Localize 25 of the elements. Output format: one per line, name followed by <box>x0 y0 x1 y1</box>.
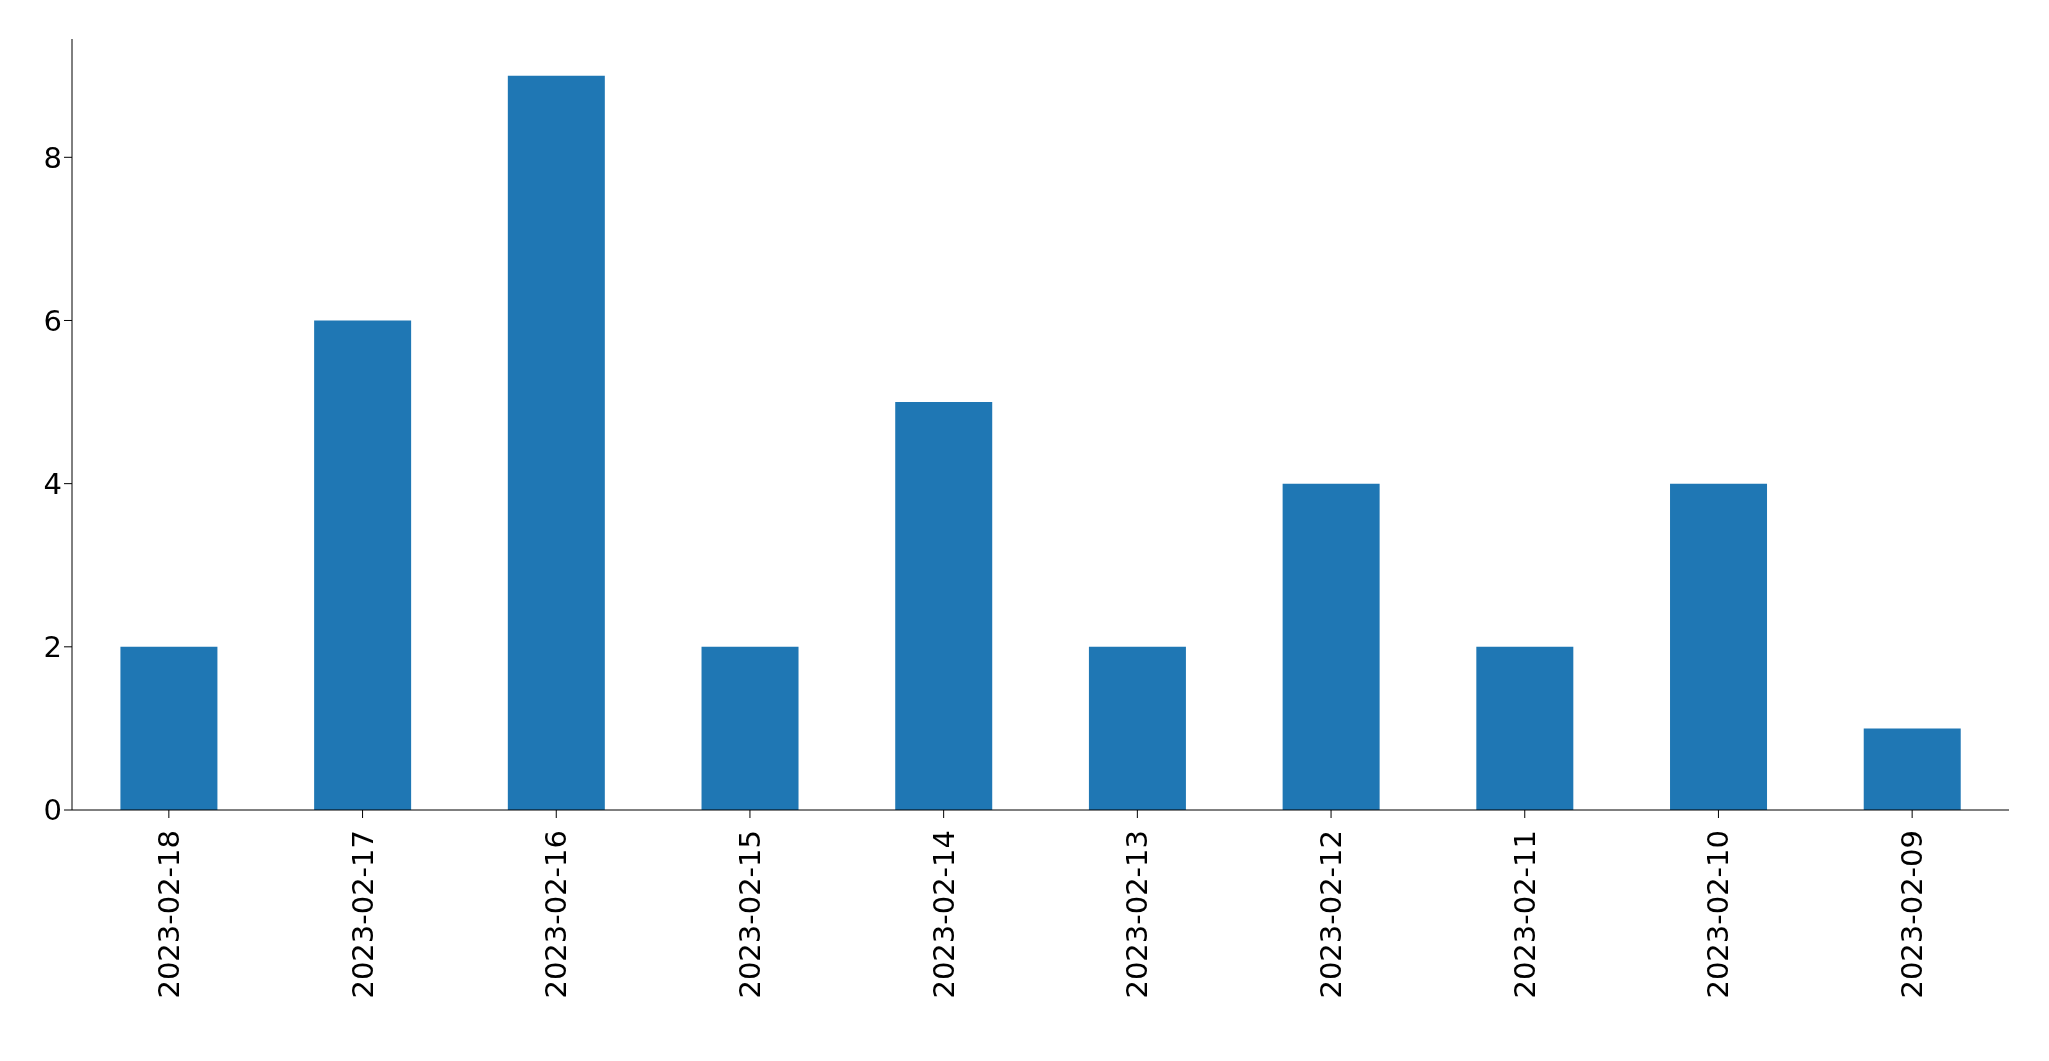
y-tick-label: 8 <box>43 140 62 175</box>
y-tick-label: 2 <box>43 630 62 665</box>
bar <box>701 646 799 810</box>
x-tick-label: 2023-02-16 <box>539 830 574 999</box>
y-tick-label: 4 <box>43 466 62 501</box>
x-tick-label: 2023-02-15 <box>732 830 767 999</box>
bar <box>895 402 993 810</box>
x-tick-label: 2023-02-13 <box>1120 830 1155 999</box>
y-tick-label: 0 <box>43 793 62 828</box>
x-tick-label: 2023-02-11 <box>1507 830 1542 999</box>
x-tick-label: 2023-02-18 <box>151 830 186 999</box>
x-tick-label: 2023-02-09 <box>1895 830 1930 999</box>
bar <box>1863 728 1961 810</box>
bar <box>1670 483 1768 810</box>
x-tick-label: 2023-02-10 <box>1701 830 1736 999</box>
x-tick-label: 2023-02-14 <box>926 830 961 999</box>
bar <box>314 320 412 810</box>
bar <box>1476 646 1574 810</box>
bar <box>1282 483 1380 810</box>
x-tick-label: 2023-02-17 <box>345 830 380 999</box>
y-tick-label: 6 <box>43 303 62 338</box>
bar <box>120 646 218 810</box>
x-tick-label: 2023-02-12 <box>1314 830 1349 999</box>
bar <box>1088 646 1186 810</box>
bar <box>507 75 605 810</box>
